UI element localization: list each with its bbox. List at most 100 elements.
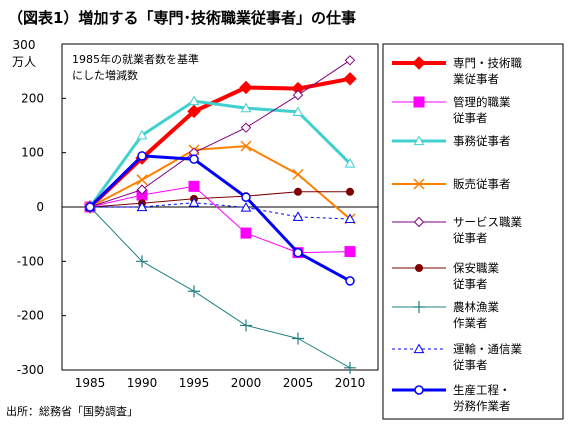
data-point	[344, 246, 356, 258]
data-point	[413, 301, 425, 313]
y-tick-label: -200	[17, 309, 44, 323]
data-point	[240, 102, 252, 113]
y-tick-label: 100	[21, 146, 44, 160]
x-tick-label: 2005	[283, 376, 314, 390]
series-line	[89, 185, 351, 254]
data-point	[137, 151, 147, 161]
data-point	[346, 187, 354, 196]
legend-label: 労務作業者	[453, 399, 511, 413]
data-point	[239, 80, 253, 95]
x-tick-label: 1985	[75, 376, 106, 390]
data-point	[292, 211, 304, 221]
legend-label: 農林漁業	[453, 300, 499, 314]
legend: 専門・技術職業従事者管理的職業従事者事務従事者販売従事者サービス職業従事者保安職…	[392, 56, 522, 413]
x-tick-label: 1995	[179, 376, 210, 390]
data-point	[292, 106, 304, 117]
data-point	[136, 174, 148, 186]
legend-box	[382, 43, 564, 420]
data-point	[241, 192, 251, 202]
data-point	[188, 285, 200, 298]
legend-label: サービス職業	[453, 215, 522, 229]
legend-label: 生産工程・	[453, 383, 511, 397]
subtitle-line: 1985年の就業者数を基準	[72, 52, 199, 66]
data-point	[344, 55, 356, 66]
data-point	[136, 189, 148, 201]
data-point	[240, 319, 252, 332]
data-point	[136, 255, 148, 268]
series-line	[89, 145, 351, 220]
legend-item: 販売従事者	[392, 177, 511, 191]
data-point	[188, 180, 200, 192]
data-point	[240, 227, 252, 239]
data-point	[413, 135, 425, 146]
series-line	[90, 202, 351, 220]
x-tick-label: 2000	[231, 376, 262, 390]
subtitle-line: にした増減数	[72, 68, 138, 82]
series-line	[89, 191, 350, 208]
data-point	[292, 168, 304, 180]
data-point	[292, 89, 304, 101]
data-point	[189, 154, 199, 164]
data-point	[413, 178, 425, 190]
legend-label: 作業者	[453, 316, 488, 330]
data-point	[188, 95, 200, 106]
y-tick-label: -300	[17, 363, 44, 377]
series-lines	[83, 55, 357, 374]
legend-item: 生産工程・労務作業者	[392, 383, 511, 413]
chart-title: （図表1）増加する「専門･技術職業従事者」の仕事	[8, 9, 356, 27]
legend-label: 事務従事者	[453, 134, 511, 148]
legend-label: 従事者	[453, 358, 488, 372]
series	[85, 151, 355, 286]
legend-label: 従事者	[453, 111, 488, 125]
y-unit-line: 300	[13, 38, 36, 52]
data-point	[344, 361, 356, 374]
data-point	[240, 202, 252, 212]
y-axis-ticks: -300 -200 -100 0 100 200	[17, 91, 66, 377]
data-point	[85, 202, 95, 212]
series-line	[89, 59, 351, 208]
data-point	[413, 216, 425, 228]
data-point	[344, 213, 356, 224]
y-tick-label: -100	[17, 254, 44, 268]
x-axis-ticks: 1985 1990 1995 2000 2005 2010	[75, 376, 366, 390]
data-point	[240, 122, 252, 133]
data-point	[136, 201, 148, 212]
legend-label: 保安職業	[453, 261, 499, 275]
legend-label: 販売従事者	[453, 177, 511, 191]
legend-item: 専門・技術職業従事者	[392, 56, 522, 86]
data-point	[412, 56, 426, 70]
series-line	[88, 154, 351, 283]
data-point	[294, 187, 302, 196]
legend-item: 事務従事者	[392, 134, 511, 148]
data-point	[413, 96, 425, 108]
data-point	[136, 129, 148, 140]
y-axis-unit-label: 300 万人	[12, 38, 36, 69]
data-point	[415, 264, 423, 272]
source-note: 出所：総務省「国勢調査」	[6, 404, 138, 418]
x-tick-label: 1990	[127, 376, 158, 390]
data-point	[413, 343, 425, 354]
y-unit-line: 万人	[12, 55, 36, 69]
series-line	[88, 99, 352, 208]
y-tick-label: 200	[21, 91, 44, 105]
series-line	[89, 206, 351, 369]
legend-label: 管理的職業	[453, 95, 511, 109]
data-point	[344, 158, 356, 168]
data-point	[240, 140, 252, 152]
legend-label: 従事者	[453, 231, 488, 245]
data-point	[188, 197, 200, 207]
legend-label: 業従事者	[453, 72, 499, 86]
legend-label: 運輸・通信業	[453, 342, 522, 356]
data-point	[136, 184, 148, 195]
x-tick-label: 2010	[335, 376, 366, 390]
data-point	[345, 276, 355, 286]
data-point	[343, 72, 357, 86]
data-point	[187, 104, 201, 119]
